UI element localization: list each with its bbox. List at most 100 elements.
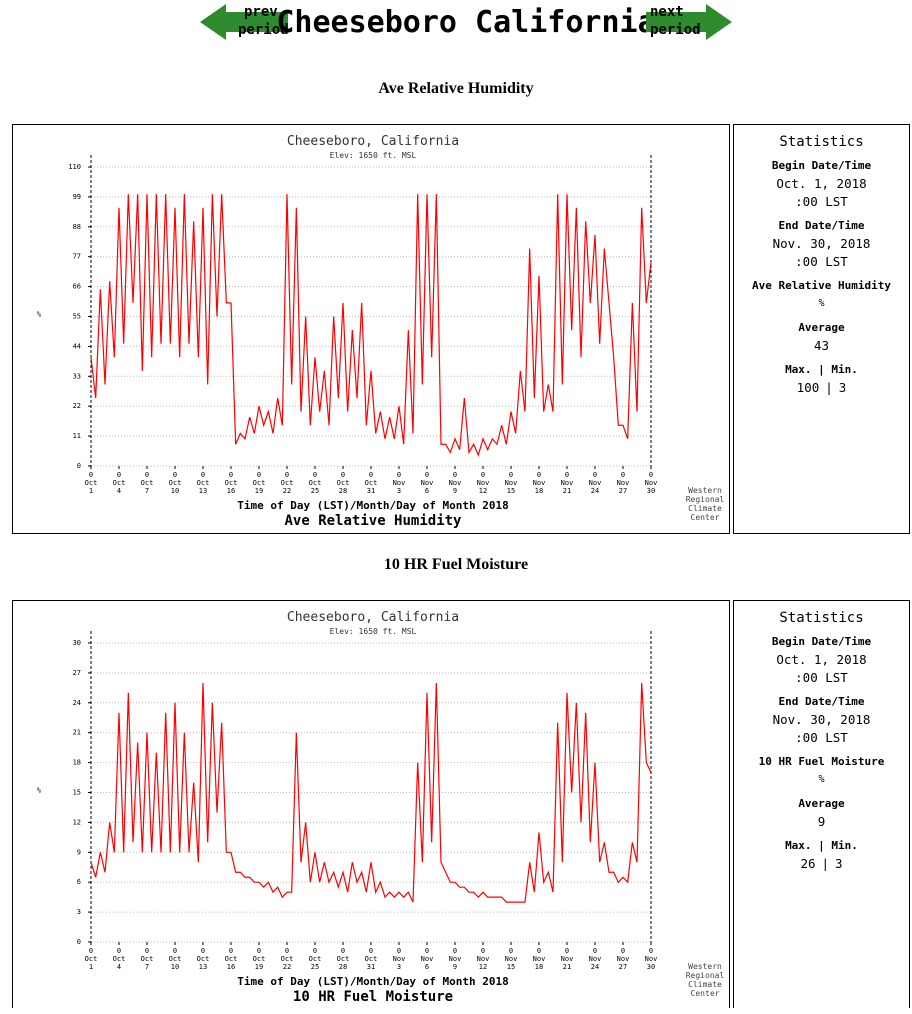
x-tick-label: Nov [421, 479, 434, 487]
x-tick-label: 22 [283, 963, 291, 971]
average-value: 43 [813, 338, 830, 353]
x-tick-label: Oct [309, 479, 322, 487]
x-tick-label: 16 [227, 487, 235, 495]
x-tick-label: 0 [453, 947, 457, 955]
x-tick-label: Oct [225, 479, 238, 487]
min-value: 3 [838, 380, 847, 395]
chart: Cheeseboro, California Elev: 1650 ft. MSL… [37, 610, 725, 1005]
next-arrow[interactable] [646, 4, 732, 40]
variable-name: Ave Relative Humidity [751, 279, 892, 292]
x-tick-label: Nov [393, 955, 406, 963]
average-value: 9 [817, 814, 826, 829]
x-tick-label: 0 [173, 947, 177, 955]
end-time: :00 LST [795, 730, 848, 745]
x-tick-label: 28 [339, 963, 347, 971]
x-tick-label: 27 [619, 487, 627, 495]
y-tick-label: 0 [77, 462, 81, 470]
y-tick-label: 99 [73, 193, 81, 201]
x-tick-label: 0 [537, 947, 541, 955]
max-value: 100 [796, 380, 820, 395]
x-tick-label: Nov [505, 955, 518, 963]
x-tick-label: 0 [201, 471, 205, 479]
x-tick-label: 1 [89, 963, 93, 971]
chart-subtitle: Elev: 1650 ft. MSL [330, 627, 417, 636]
bottom-title: 10 HR Fuel Moisture [293, 989, 453, 1005]
x-tick-label: 0 [369, 947, 373, 955]
prev-arrow[interactable] [200, 4, 288, 40]
statistics-panel: Statistics Begin Date/Time Oct. 1, 2018:00… [733, 124, 910, 534]
x-tick-label: 0 [509, 947, 513, 955]
x-tick-label: 0 [593, 947, 597, 955]
x-tick-label: 6 [425, 487, 429, 495]
credit: Regional [686, 495, 725, 504]
x-tick-label: 0 [397, 947, 401, 955]
x-tick-label: 0 [117, 947, 121, 955]
page-title: Cheeseboro California [276, 5, 655, 40]
chart-title: Cheeseboro, California [287, 610, 459, 625]
x-tick-label: Nov [645, 479, 658, 487]
x-tick-label: 0 [313, 947, 317, 955]
chart-frame: Cheeseboro, California Elev: 1650 ft. MSL… [12, 600, 730, 1008]
prev-period-link[interactable]: prev period [200, 4, 289, 40]
separator: | [825, 380, 833, 395]
end-date: Nov. 30, 2018 [772, 236, 871, 251]
begin-date: Oct. 1, 2018 [776, 652, 867, 667]
header: prev period Cheeseboro California next p… [200, 4, 732, 40]
x-tick-label: Nov [533, 479, 546, 487]
begin-date: Oct. 1, 2018 [776, 176, 867, 191]
x-tick-label: 24 [591, 487, 599, 495]
x-tick-label: Nov [477, 955, 490, 963]
x-tick-label: Oct [113, 479, 126, 487]
next-text[interactable]: next [650, 4, 684, 20]
stats-title: Statistics [779, 610, 864, 626]
end-label: End Date/Time [778, 219, 865, 232]
x-tick-label: Oct [141, 479, 154, 487]
x-tick-label: 0 [481, 947, 485, 955]
credit: Western [688, 486, 722, 495]
section-title: 10 HR Fuel Moisture [383, 556, 529, 573]
y-tick-label: 66 [73, 283, 81, 291]
y-tick-label: 6 [77, 878, 81, 886]
x-tick-label: Oct [169, 955, 182, 963]
x-tick-label: 0 [649, 947, 653, 955]
end-label: End Date/Time [778, 695, 865, 708]
unit: % [818, 774, 825, 785]
x-tick-label: Nov [421, 955, 434, 963]
x-tick-label: 0 [649, 471, 653, 479]
next-text[interactable]: period [650, 22, 701, 38]
chart-title: Cheeseboro, California [287, 134, 459, 149]
chart-frame: Cheeseboro, California Elev: 1650 ft. MSL… [12, 124, 730, 534]
x-tick-label: 4 [117, 963, 121, 971]
y-tick-label: 24 [73, 699, 81, 707]
x-tick-label: 25 [311, 487, 319, 495]
x-tick-label: 9 [453, 963, 457, 971]
x-tick-label: 0 [425, 947, 429, 955]
prev-text[interactable]: period [238, 22, 289, 38]
begin-label: Begin Date/Time [771, 159, 872, 172]
y-tick-label: 15 [73, 789, 81, 797]
credit: Center [691, 989, 720, 998]
begin-time: :00 LST [795, 670, 848, 685]
data-line [90, 682, 652, 903]
x-tick-label: 24 [591, 963, 599, 971]
y-tick-label: 11 [73, 432, 81, 440]
x-tick-label: 0 [89, 471, 93, 479]
x-tick-label: 1 [89, 487, 93, 495]
x-tick-label: Nov [505, 479, 518, 487]
x-tick-label: 15 [507, 963, 515, 971]
x-tick-label: 0 [313, 471, 317, 479]
section-title: Ave Relative Humidity [378, 80, 534, 97]
x-tick-label: Oct [141, 955, 154, 963]
y-tick-label: 30 [73, 639, 81, 647]
x-tick-label: Oct [309, 955, 322, 963]
x-tick-label: 0 [509, 471, 513, 479]
x-tick-label: 18 [535, 487, 543, 495]
y-tick-label: 18 [73, 759, 81, 767]
x-tick-label: Oct [197, 955, 210, 963]
x-tick-label: 0 [341, 947, 345, 955]
prev-text[interactable]: prev [244, 4, 278, 20]
x-tick-label: 0 [481, 471, 485, 479]
next-period-link[interactable]: next period [646, 4, 732, 40]
credit: Regional [686, 971, 725, 980]
x-tick-label: 3 [397, 487, 401, 495]
